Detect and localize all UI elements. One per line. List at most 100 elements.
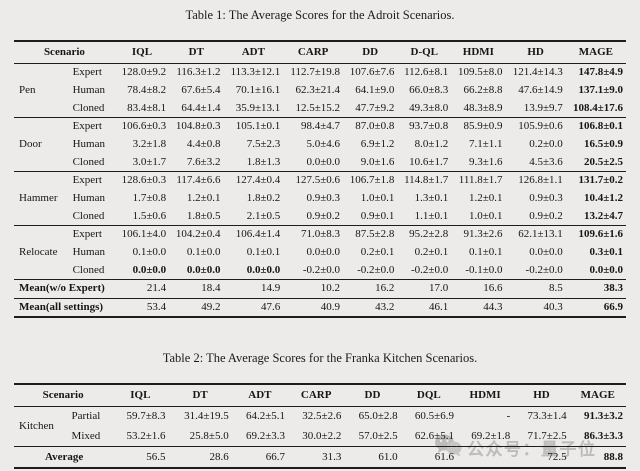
value-cell: 0.9±0.2 xyxy=(529,209,563,222)
summary-row: Average 56.5 28.6 66.7 31.3 61.0 61.6 72.5 88.8 xyxy=(14,446,626,469)
table-row: Kitchen Partial 59.7±8.3 31.4±19.5 64.2±5.1 3… xyxy=(14,405,626,447)
value-cell: 106.8±0.1 xyxy=(565,116,626,136)
value-cell: 66.7 xyxy=(231,446,289,469)
value-cell: 40.3 xyxy=(505,297,566,319)
value-cell: 137.1±9.0 xyxy=(578,83,623,96)
value-cell: 64.4±1.4 xyxy=(181,101,221,114)
table-row: Human 78.4±8.2 67.6±5.4 70.1±16.1 62.3±21.4 6… xyxy=(14,81,626,99)
value-cell: 16.2 xyxy=(343,278,398,299)
value-cell: 53.4 xyxy=(114,297,170,319)
table-row: Human 3.2±1.8 4.4±0.8 7.5±2.3 5.0±4.6 6.9±1.2… xyxy=(14,135,626,153)
value-cell: 47.6 xyxy=(223,297,284,319)
value-cell: 1.8±0.2 xyxy=(246,192,281,204)
method-column-header: HDMI xyxy=(451,39,506,64)
method-column-header: HD xyxy=(513,382,570,407)
value-cell: 0.2±0.1 xyxy=(414,246,449,259)
value-cell: 0.0±0.0 xyxy=(589,263,623,276)
setting-label: Cloned xyxy=(72,101,105,114)
value-cell: 106.7±1.8 xyxy=(343,170,398,190)
method-column-header: DT xyxy=(169,39,224,64)
value-cell: 1.3±0.1 xyxy=(414,192,449,204)
value-cell: 0.0±0.0 xyxy=(186,263,221,276)
value-cell: 112.7±19.8 xyxy=(283,62,344,82)
value-cell: 25.8±5.0 xyxy=(189,429,229,442)
table-row: Mixed 53.2±1.6 25.8±5.0 69.2±3.3 30.0±2.2 57.… xyxy=(14,426,626,446)
table1-header: Scenario IQL DT ADT CARP DD D-QL HDMI HD MAGE xyxy=(14,39,626,64)
value-cell: 104.8±0.3 xyxy=(169,116,224,136)
value-cell: 104.2±0.4 xyxy=(169,224,224,244)
value-cell: 20.5±2.5 xyxy=(583,155,623,168)
value-cell: 32.5±2.6 xyxy=(288,405,345,427)
value-cell: 64.2±5.1 xyxy=(231,405,289,427)
value-cell: 127.4±0.4 xyxy=(223,170,284,190)
value-cell: 117.4±6.6 xyxy=(169,170,224,190)
summary-row: Mean(w/o Expert) 21.4 18.4 14.9 10.2 16.2 17.0… xyxy=(14,278,626,299)
value-cell: 49.3±8.0 xyxy=(409,101,449,114)
value-cell: 0.0±0.0 xyxy=(246,263,281,276)
value-cell: 16.6 xyxy=(451,278,506,299)
setting-label: Cloned xyxy=(72,209,105,222)
value-cell: 21.4 xyxy=(114,278,170,299)
value-cell: 0.1±0.1 xyxy=(246,246,281,259)
method-column-header: IQL xyxy=(114,39,170,64)
value-cell: 1.8±0.5 xyxy=(186,209,221,222)
setting-label: Partial xyxy=(67,405,113,427)
value-cell: 13.2±4.7 xyxy=(583,209,623,222)
value-cell: 10.4±1.2 xyxy=(583,192,623,204)
scenario-group-label: Door xyxy=(14,116,69,172)
value-cell: 9.3±1.6 xyxy=(468,155,503,168)
scenario-group-label: Kitchen xyxy=(14,405,68,447)
value-cell: 113.3±12.1 xyxy=(223,62,284,82)
value-cell: 126.8±1.1 xyxy=(505,170,566,190)
value-cell: 67.6±5.4 xyxy=(181,83,221,96)
value-cell: 1.2±0.1 xyxy=(186,192,221,204)
value-cell: 6.9±1.2 xyxy=(360,137,395,150)
method-column-header: HDMI xyxy=(456,382,514,407)
value-cell: 114.8±1.7 xyxy=(397,170,452,190)
table-row: Cloned 83.4±8.1 64.4±1.4 35.9±13.1 12.5±15.2… xyxy=(14,99,626,117)
value-cell: 7.5±2.3 xyxy=(246,137,281,150)
value-cell: 0.9±0.3 xyxy=(306,192,341,204)
method-column-header: CARP xyxy=(288,382,345,407)
value-cell: 16.5±0.9 xyxy=(583,137,623,150)
table-row: Cloned 0.0±0.0 0.0±0.0 0.0±0.0 -0.2±0.0 -0.2±… xyxy=(14,261,626,279)
value-cell: 127.5±0.6 xyxy=(283,170,344,190)
method-column-header: HD xyxy=(505,39,566,64)
value-cell: 87.5±2.8 xyxy=(343,224,398,244)
value-cell: 47.7±9.2 xyxy=(355,101,395,114)
method-column-header: DD xyxy=(344,382,401,407)
value-cell: 3.2±1.8 xyxy=(132,137,167,150)
table-row: Hammer Expert 128.6±0.3 117.4±6.6 127.4±0.4 1… xyxy=(14,170,626,226)
value-cell: 59.7±8.3 xyxy=(112,405,169,427)
method-column-header: MAGE xyxy=(565,39,626,64)
value-cell: 0.9±0.2 xyxy=(306,209,341,222)
value-cell: 28.6 xyxy=(168,446,232,469)
value-cell: 0.2±0.0 xyxy=(529,137,563,150)
scenario-column-header: Scenario xyxy=(14,382,113,407)
value-cell: 62.1±13.1 xyxy=(505,224,566,244)
value-cell: 4.4±0.8 xyxy=(186,137,221,150)
value-cell: 61.0 xyxy=(344,446,401,469)
value-cell: 0.0±0.0 xyxy=(529,246,563,259)
value-cell: 3.0±1.7 xyxy=(132,155,167,168)
value-cell xyxy=(456,446,514,469)
value-cell: 18.4 xyxy=(169,278,224,299)
value-cell: 109.5±8.0 xyxy=(451,62,506,82)
table-row: Relocate Expert 106.1±4.0 104.2±0.4 106.4±1.… xyxy=(14,224,626,280)
value-cell: 64.1±9.0 xyxy=(355,83,395,96)
setting-label: Human xyxy=(72,83,105,96)
value-cell: 65.0±2.8 xyxy=(344,405,401,427)
value-cell: 93.7±0.8 xyxy=(397,116,452,136)
table-row: Cloned 3.0±1.7 7.6±3.2 1.8±1.3 0.0±0.0 9.0±1.… xyxy=(14,153,626,171)
scenario-column-header: Scenario xyxy=(14,39,115,64)
value-cell: 7.1±1.1 xyxy=(468,137,503,150)
value-cell: 48.3±8.9 xyxy=(463,101,503,114)
value-cell: 107.6±7.6 xyxy=(343,62,398,82)
setting-label: Cloned xyxy=(72,263,105,276)
value-cell: 17.0 xyxy=(397,278,452,299)
value-cell: 85.9±0.9 xyxy=(451,116,506,136)
setting-label: Expert xyxy=(68,170,115,190)
table-row: Pen Expert 128.0±9.2 116.3±1.2 113.3±12.1 112… xyxy=(14,62,626,118)
setting-label: Expert xyxy=(68,62,115,82)
value-cell: 88.8 xyxy=(569,446,626,469)
